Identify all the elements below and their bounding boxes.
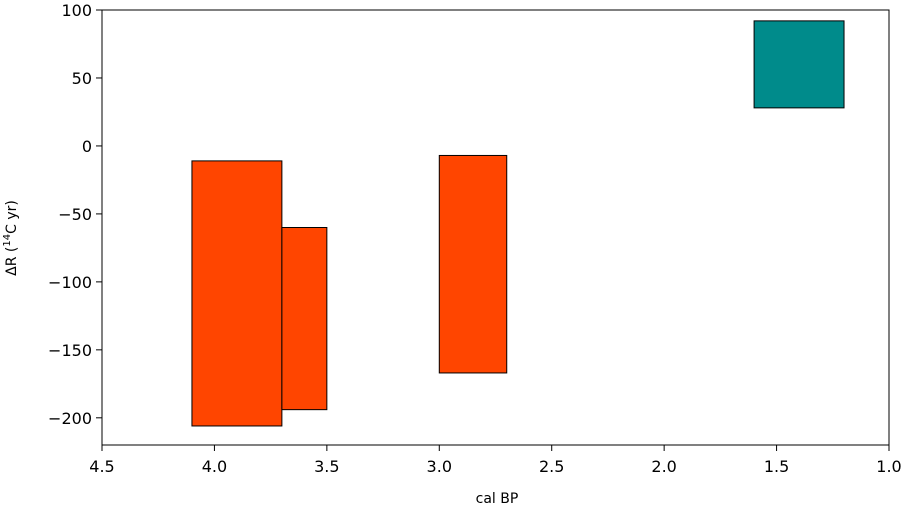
- y-tick-label: 50: [72, 69, 92, 88]
- y-tick-label: 0: [82, 137, 92, 156]
- x-tick-label: 1.0: [876, 457, 901, 476]
- y-tick-label: −200: [48, 409, 92, 428]
- data-box-1: [191, 160, 283, 427]
- y-axis-title-prefix: ΔR (: [4, 247, 20, 276]
- y-tick-label: 100: [61, 1, 92, 20]
- y-tick-label: −100: [48, 273, 92, 292]
- y-axis-ticks: 100 50 0 −50 −100 −150 −200: [48, 1, 102, 428]
- y-tick-label: −150: [48, 341, 92, 360]
- plot-area-frame: [101, 9, 890, 446]
- x-tick-label: 1.5: [764, 457, 789, 476]
- y-tick-label: −50: [58, 205, 92, 224]
- x-tick-label: 4.5: [89, 457, 114, 476]
- y-axis-title: ΔR (14C yr): [2, 200, 20, 276]
- data-box-2: [281, 227, 328, 411]
- y-axis-title-suffix: C yr): [4, 200, 20, 234]
- data-box-3: [438, 154, 508, 374]
- x-tick-label: 2.0: [651, 457, 676, 476]
- boxes-layer: [191, 20, 845, 427]
- x-axis-title: cal BP: [476, 491, 519, 507]
- x-tick-label: 4.0: [202, 457, 227, 476]
- x-tick-label: 3.5: [314, 457, 339, 476]
- y-axis-title-superscript: 14: [2, 234, 13, 247]
- data-box-4: [753, 20, 845, 109]
- x-axis-ticks: 4.5 4.0 3.5 3.0 2.5 2.0 1.5 1.0: [89, 445, 902, 476]
- x-tick-label: 2.5: [539, 457, 564, 476]
- x-tick-label: 3.0: [427, 457, 452, 476]
